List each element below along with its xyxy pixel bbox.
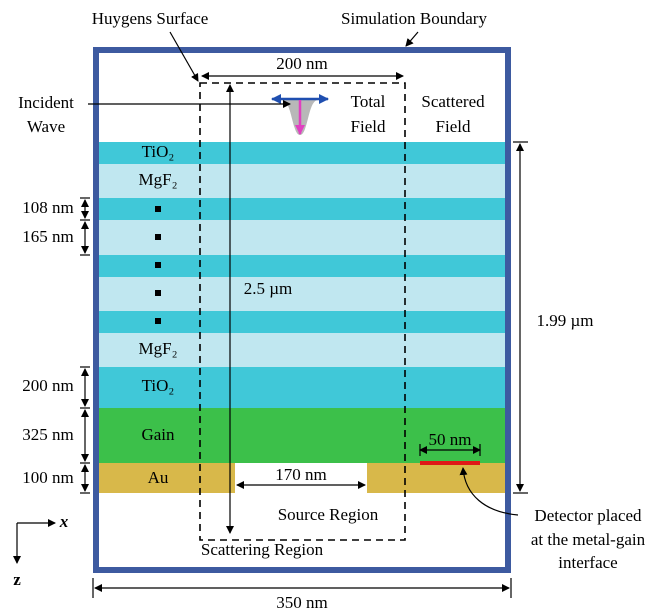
label: interface	[558, 553, 617, 572]
label: Scattering Region	[201, 540, 324, 559]
thickness-label: 325 nm	[22, 425, 73, 444]
layer-label: Gain	[141, 425, 175, 444]
thickness-label: 165 nm	[22, 227, 73, 246]
layer-label: MgF₂	[139, 170, 178, 189]
label: Detector placed	[534, 506, 642, 525]
label: Field	[436, 117, 471, 136]
label: 200 nm	[276, 54, 327, 73]
thickness-label: 200 nm	[22, 376, 73, 395]
layer-label: Au	[148, 468, 169, 487]
label: 1.99 µm	[536, 311, 593, 330]
label: Simulation Boundary	[341, 9, 487, 28]
layer-label: TiO₂	[142, 376, 175, 395]
label: Incident	[18, 93, 74, 112]
label: 170 nm	[275, 465, 326, 484]
label: Huygens Surface	[92, 9, 209, 28]
label: Wave	[27, 117, 65, 136]
diagram: Huygens Surface Simulation Boundary Inci…	[0, 0, 668, 613]
thickness-label: 100 nm	[22, 468, 73, 487]
label: Field	[351, 117, 386, 136]
label: Source Region	[278, 505, 379, 524]
label: Total	[351, 92, 386, 111]
axis-label: z	[13, 570, 21, 589]
layer-label: TiO₂	[142, 142, 175, 161]
label: at the metal-gain	[531, 530, 646, 549]
thickness-label: 108 nm	[22, 198, 73, 217]
label: 350 nm	[276, 593, 327, 612]
label: 2.5 µm	[244, 279, 293, 298]
label: Scattered	[421, 92, 485, 111]
au-layer	[367, 463, 505, 493]
layer-label: MgF₂	[139, 339, 178, 358]
axis-label: x	[59, 512, 69, 531]
label: 50 nm	[429, 430, 472, 449]
